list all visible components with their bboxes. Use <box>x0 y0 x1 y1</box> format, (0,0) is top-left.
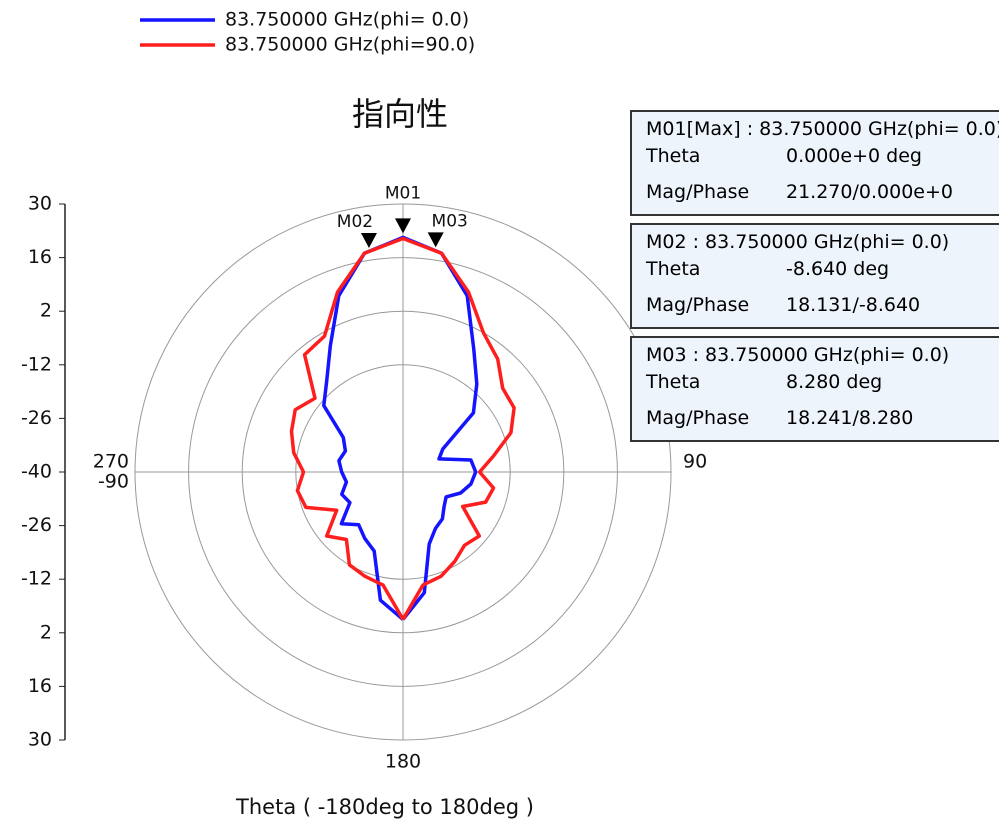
r-tick-label: 30 <box>28 193 52 215</box>
r-tick-label: -26 <box>21 407 52 429</box>
marker-row-label: Mag/Phase <box>646 407 750 429</box>
marker-row-value: 0.000e+0 deg <box>786 145 922 167</box>
marker-label: M02 <box>337 212 373 232</box>
marker-row-label: Mag/Phase <box>646 181 750 203</box>
marker-label: M01 <box>385 183 421 203</box>
marker-row-label: Theta <box>646 145 701 167</box>
series-line <box>289 236 516 621</box>
legend-label: 83.750000 GHz(phi= 0.0) <box>225 9 469 31</box>
theta-tick-label: 270 <box>93 451 129 473</box>
r-tick-label: 30 <box>28 729 52 751</box>
marker-triangle <box>427 232 444 248</box>
marker-header: M03 : 83.750000 GHz(phi= 0.0) <box>646 344 950 366</box>
marker-header: M01[Max] : 83.750000 GHz(phi= 0.0) <box>646 118 999 140</box>
x-axis-label: Theta ( -180deg to 180deg ) <box>235 795 534 819</box>
r-tick-label: 2 <box>40 300 52 322</box>
marker-box: M02 : 83.750000 GHz(phi= 0.0) Theta -8.640… <box>630 223 999 329</box>
r-tick-label: 16 <box>28 246 52 268</box>
marker-label: M03 <box>432 211 468 231</box>
marker-row: Theta 8.280 deg <box>646 371 996 393</box>
marker-triangle <box>395 218 411 234</box>
marker-row-value: 18.131/-8.640 <box>786 294 921 316</box>
r-tick-label: 2 <box>40 621 52 643</box>
marker-row-value: 18.241/8.280 <box>786 407 914 429</box>
marker-row-value: -8.640 deg <box>786 258 890 280</box>
theta-tick-label: 90 <box>683 451 707 473</box>
theta-tick-label: -90 <box>98 471 129 493</box>
marker-row-value: 21.270/0.000e+0 <box>786 181 953 203</box>
r-tick-label: -12 <box>21 353 52 375</box>
marker-row: Theta -8.640 deg <box>646 258 996 280</box>
r-tick-label: -12 <box>21 568 52 590</box>
marker-box: M03 : 83.750000 GHz(phi= 0.0) Theta 8.280 … <box>630 336 999 442</box>
chart-title: 指向性 <box>352 95 448 133</box>
marker-box: M01[Max] : 83.750000 GHz(phi= 0.0) Theta 0… <box>630 110 999 216</box>
r-tick-label: -26 <box>21 514 52 536</box>
legend-label: 83.750000 GHz(phi=90.0) <box>225 34 475 56</box>
marker-row-label: Theta <box>646 371 701 393</box>
r-tick-label: -40 <box>21 461 52 483</box>
marker-row-value: 8.280 deg <box>786 371 883 393</box>
marker-row: Mag/Phase 18.131/-8.640 <box>646 294 996 316</box>
marker-triangle <box>360 233 377 249</box>
marker-row: Mag/Phase 18.241/8.280 <box>646 407 996 429</box>
marker-row: Mag/Phase 21.270/0.000e+0 <box>646 181 996 203</box>
r-tick-label: 16 <box>28 675 52 697</box>
theta-tick-label: 180 <box>385 751 421 773</box>
marker-header: M02 : 83.750000 GHz(phi= 0.0) <box>646 231 950 253</box>
marker-row-label: Mag/Phase <box>646 294 750 316</box>
marker-row: Theta 0.000e+0 deg <box>646 145 996 167</box>
marker-row-label: Theta <box>646 258 701 280</box>
